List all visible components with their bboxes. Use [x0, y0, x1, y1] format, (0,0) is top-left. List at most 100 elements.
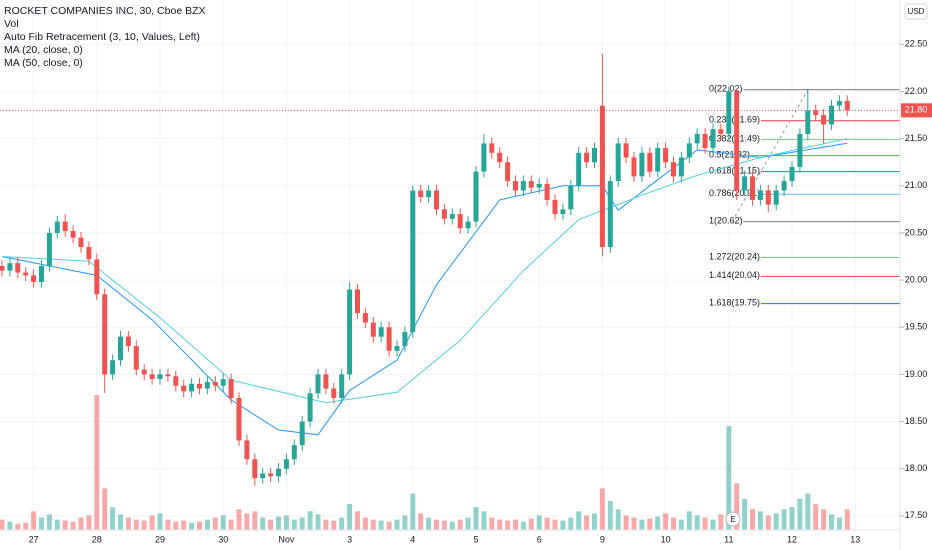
- y-tick-label: 17.50: [905, 510, 928, 520]
- volume-bar: [702, 517, 708, 530]
- x-tick-label: 4: [410, 534, 415, 544]
- volume-bar: [457, 519, 463, 530]
- y-tick-label: 22.50: [905, 39, 928, 49]
- candle-body: [678, 157, 684, 177]
- candle-body: [663, 148, 669, 163]
- volume-bar: [473, 507, 479, 530]
- candle-body: [797, 133, 803, 167]
- candle-body: [110, 360, 116, 375]
- volume-bar: [449, 521, 455, 530]
- fib-label: 1.414(20.04): [709, 270, 760, 280]
- candle-body: [181, 385, 187, 392]
- candle-body: [347, 289, 353, 375]
- y-tick-label: 20.00: [905, 274, 928, 284]
- volume-bar: [631, 517, 637, 530]
- candle-body: [805, 110, 811, 134]
- legend-ma20: MA (20, close, 0): [4, 44, 83, 56]
- ma-layer: [1, 138, 848, 436]
- volume-bar: [568, 517, 574, 530]
- candle-body: [394, 346, 400, 351]
- volume-bar: [70, 521, 76, 530]
- fib-label: 1.272(20.24): [709, 251, 760, 261]
- y-tick-label: 19.00: [905, 369, 928, 379]
- x-tick-label: 28: [92, 534, 102, 544]
- candle-body: [78, 237, 84, 248]
- volume-bar: [260, 517, 266, 530]
- volume-bar: [268, 519, 274, 530]
- candle-body: [165, 374, 171, 377]
- volume-bar: [497, 519, 503, 530]
- volume-bar: [23, 522, 29, 530]
- grid: [0, 0, 900, 530]
- volume-bar: [370, 519, 376, 530]
- volume-bar: [62, 520, 68, 530]
- candle-body: [639, 152, 645, 177]
- volume-bar: [655, 516, 661, 530]
- ma-line: [1, 138, 848, 404]
- y-tick-label: 22.00: [905, 86, 928, 96]
- volume-bar: [560, 520, 566, 530]
- fib-trend: [731, 89, 809, 222]
- volume-bar: [536, 515, 542, 530]
- volume-bar: [102, 488, 108, 530]
- volume-bar: [781, 509, 787, 530]
- candle-body: [615, 143, 621, 182]
- volume-bar: [283, 515, 289, 530]
- volume-bar: [505, 520, 511, 530]
- ma-line: [1, 142, 848, 436]
- candle-body: [15, 263, 21, 273]
- candle-body: [631, 157, 637, 177]
- x-tick-label: 13: [850, 534, 860, 544]
- currency[interactable]: USD: [908, 7, 925, 16]
- volume-bar: [362, 517, 368, 530]
- legend-ma50: MA (50, close, 0): [4, 57, 83, 69]
- volume-bar: [299, 517, 305, 530]
- candle-body: [7, 263, 13, 271]
- candle-body: [118, 336, 123, 361]
- volume-bar: [181, 520, 187, 530]
- candle-body: [813, 110, 819, 116]
- candle-body: [829, 105, 834, 125]
- currency-button[interactable]: [904, 3, 928, 20]
- candle-body: [836, 100, 842, 106]
- volume-bar: [805, 493, 811, 530]
- volume-bar: [434, 519, 439, 530]
- x-tick-label: 30: [218, 534, 228, 544]
- volume-bar: [615, 509, 621, 530]
- volume-bar: [584, 515, 590, 530]
- earnings-label[interactable]: E: [730, 515, 735, 524]
- earnings-badge[interactable]: [725, 511, 741, 527]
- volume-bar: [86, 515, 92, 530]
- candle-body: [86, 247, 92, 260]
- volume-bar: [315, 514, 321, 530]
- volume-bar: [441, 520, 447, 530]
- volume-bar: [671, 517, 676, 530]
- candle-body: [410, 190, 416, 332]
- candle-body: [592, 148, 597, 163]
- volume-bar: [252, 511, 258, 530]
- fib-label: 0.5(21.32): [709, 149, 750, 159]
- volume-bar: [734, 483, 740, 530]
- volume-bar: [149, 515, 155, 530]
- candle-body: [655, 148, 661, 172]
- last-price-label: 21.80: [905, 105, 928, 115]
- candle-body: [449, 214, 455, 219]
- candle-body: [283, 459, 289, 469]
- volume-bar: [465, 517, 471, 530]
- volume-bar: [678, 519, 684, 530]
- volume-bar: [663, 513, 669, 530]
- candle-body: [323, 374, 329, 389]
- y-tick-label: 21.50: [905, 133, 928, 143]
- volume-bar: [789, 507, 795, 530]
- candle-body: [686, 143, 692, 158]
- volume-bar: [0, 519, 5, 530]
- candle-body: [607, 181, 613, 248]
- volume-bar: [110, 507, 116, 530]
- legend-volume: Vol: [4, 18, 19, 30]
- candle-body: [481, 143, 487, 172]
- volume-bar: [592, 513, 597, 530]
- candle-body: [386, 327, 392, 351]
- volume-bar: [829, 514, 834, 530]
- candle-body: [370, 322, 376, 337]
